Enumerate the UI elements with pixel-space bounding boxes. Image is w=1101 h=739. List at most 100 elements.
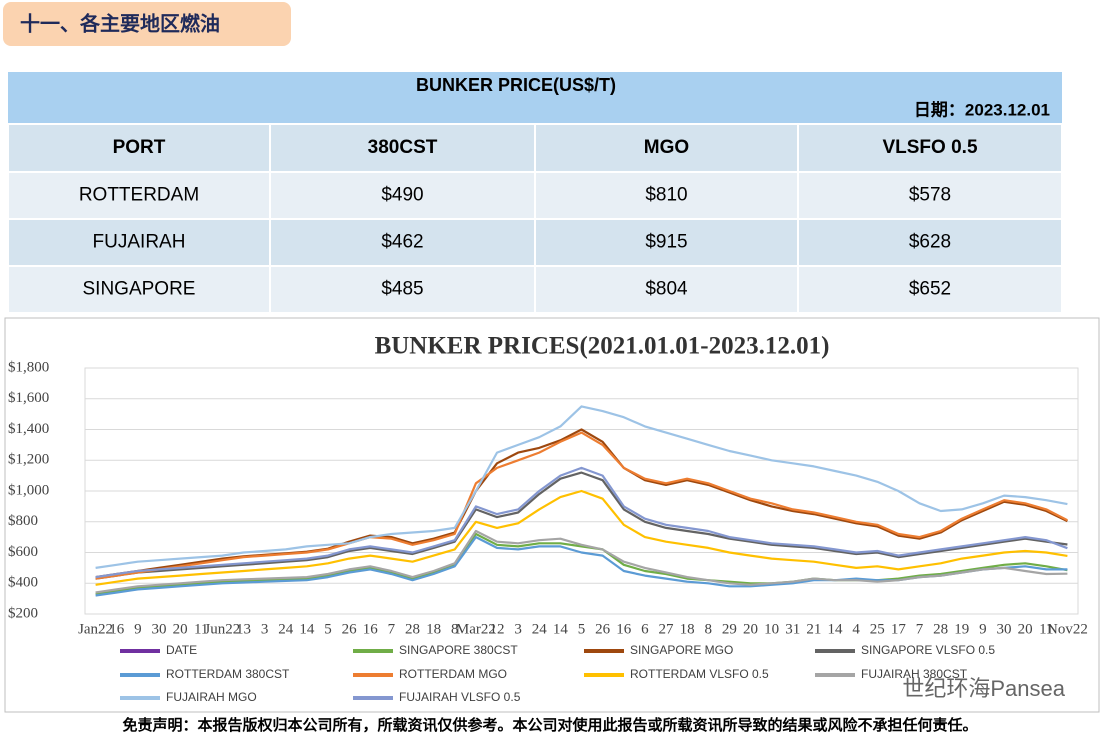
x-tick-label: 30: [997, 621, 1012, 637]
legend-label: SINGAPORE 380CST: [399, 643, 518, 657]
x-tick-label: 28: [405, 621, 420, 637]
footer: 免责声明：本报告版权归本公司所有，所载资讯仅供参考。本公司对使用此报告或所载资讯…: [122, 716, 977, 734]
y-tick-label: $800: [8, 513, 38, 529]
table-text: $628: [909, 232, 951, 253]
table-cell: [7, 265, 271, 314]
column-header: MGO: [644, 137, 689, 158]
x-tick-label: 20: [173, 621, 188, 637]
x-tick-label: 26: [342, 621, 358, 637]
line-series: [95, 529, 1068, 594]
column-header: PORT: [113, 137, 166, 158]
table-text: $485: [381, 279, 423, 300]
x-tick-label: 16: [363, 621, 379, 637]
chart-title: BUNKER PRICES(2021.01.01-2023.12.01): [375, 333, 830, 360]
x-tick-label: 7: [388, 621, 396, 637]
x-tick-label: 20: [743, 621, 758, 637]
table-text: FUJAIRAH: [93, 232, 186, 253]
x-tick-label: 25: [870, 621, 885, 637]
x-tick-label: 13: [236, 621, 251, 637]
column-header: VLSFO 0.5: [882, 137, 977, 158]
legend-label: ROTTERDAM 380CST: [166, 667, 290, 681]
table-text: SINGAPORE: [83, 279, 196, 300]
y-tick-label: $1,000: [8, 482, 49, 498]
x-tick-label: Mar22: [456, 621, 496, 637]
x-tick-label: Jan22: [78, 621, 113, 637]
table-text: ROTTERDAM: [79, 185, 199, 206]
x-tick-label: 6: [641, 621, 649, 637]
x-tick-label: 7: [916, 621, 924, 637]
legend-label: ROTTERDAM VLSFO 0.5: [630, 667, 769, 681]
legend-label: FUJAIRAH VLSFO 0.5: [399, 690, 521, 704]
line-series: [95, 405, 1068, 569]
table-cell: [797, 265, 1063, 314]
table-text: $652: [909, 279, 951, 300]
table-title: BUNKER PRICE(US$/T): [416, 75, 616, 95]
table-cell: [797, 218, 1063, 267]
x-tick-label: 17: [891, 621, 907, 637]
x-tick-label: 8: [705, 621, 713, 637]
table-cell: [797, 171, 1063, 220]
y-tick-label: $1,200: [8, 452, 49, 468]
x-tick-label: 3: [514, 621, 522, 637]
y-tick-label: $600: [8, 544, 38, 560]
chart-frame: [4, 317, 1100, 713]
x-tick-label: 20: [1018, 621, 1033, 637]
x-tick-label: Nov22: [1047, 621, 1088, 637]
x-tick-label: 12: [489, 621, 504, 637]
line-series: [95, 466, 1068, 579]
y-tick-label: $1,800: [8, 359, 49, 375]
watermark: 世纪环海Pansea: [902, 676, 1065, 701]
x-tick-label: 11: [1039, 621, 1053, 637]
x-tick-label: 14: [828, 621, 844, 637]
table-date: 日期：2023.12.01: [914, 100, 1050, 119]
header-title: 十一、各主要地区燃油: [20, 11, 220, 35]
table-cell: [534, 218, 799, 267]
line-series: [95, 431, 1068, 580]
table-text: $810: [645, 185, 687, 206]
x-tick-label: 10: [764, 621, 779, 637]
x-tick-label: 16: [109, 621, 125, 637]
table-text: $578: [909, 185, 951, 206]
x-tick-label: 14: [299, 621, 315, 637]
x-tick-label: 9: [134, 621, 142, 637]
legend-label: ROTTERDAM MGO: [399, 667, 507, 681]
x-tick-label: 5: [578, 621, 586, 637]
y-tick-label: $200: [8, 605, 38, 621]
x-tick-label: 18: [680, 621, 695, 637]
table-title-bg: [8, 72, 1062, 124]
x-tick-label: 24: [532, 621, 548, 637]
line-series: [95, 471, 1068, 580]
line-series: [95, 532, 1068, 596]
table-text: $915: [645, 232, 687, 253]
x-tick-label: 30: [151, 621, 166, 637]
y-tick-label: $1,600: [8, 390, 49, 406]
legend-label: FUJAIRAH MGO: [166, 690, 257, 704]
x-tick-label: 18: [426, 621, 441, 637]
legend-label: DATE: [166, 643, 197, 657]
x-tick-label: 28: [933, 621, 948, 637]
table-cell: [534, 171, 799, 220]
x-tick-label: 16: [616, 621, 632, 637]
table-cell: [7, 218, 271, 267]
x-tick-label: 24: [278, 621, 294, 637]
x-tick-label: 11: [194, 621, 208, 637]
x-tick-label: 4: [852, 621, 860, 637]
legend-label: SINGAPORE VLSFO 0.5: [861, 643, 995, 657]
table-text: $462: [381, 232, 423, 253]
column-header: 380CST: [368, 137, 438, 158]
line-series: [95, 489, 1068, 586]
x-tick-label: 14: [553, 621, 569, 637]
y-tick-label: $400: [8, 575, 38, 591]
x-tick-label: 21: [806, 621, 821, 637]
legend-label: FUJAIRAH 380CST: [861, 667, 968, 681]
y-tick-label: $1,400: [8, 421, 49, 437]
legend-label: SINGAPORE MGO: [630, 643, 733, 657]
x-tick-label: Jun22: [204, 621, 240, 637]
x-tick-label: 3: [261, 621, 269, 637]
x-tick-label: 9: [979, 621, 987, 637]
table-cell: [534, 265, 799, 314]
x-tick-label: 29: [722, 621, 737, 637]
table-text: $490: [381, 185, 423, 206]
x-tick-label: 5: [324, 621, 332, 637]
